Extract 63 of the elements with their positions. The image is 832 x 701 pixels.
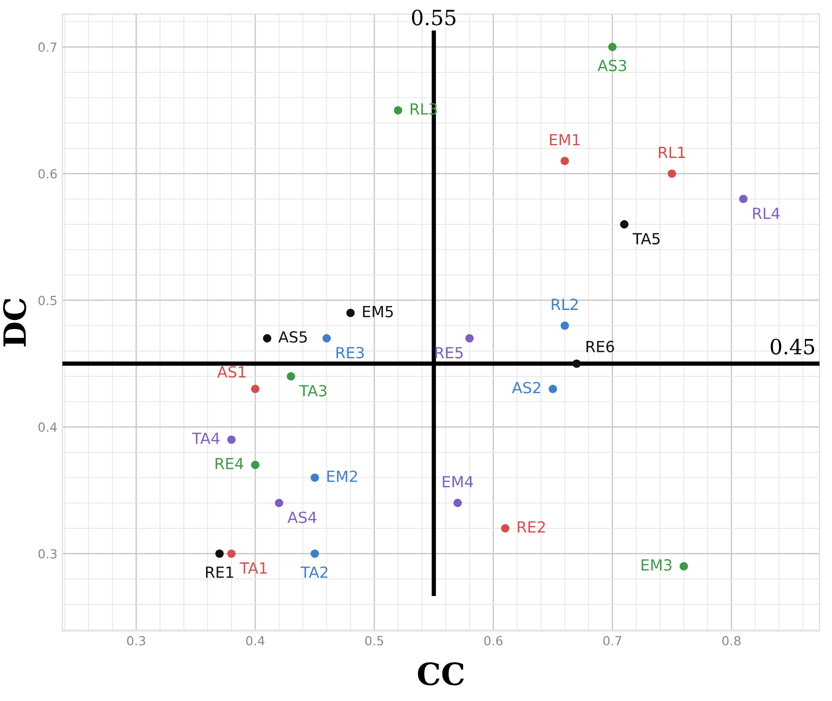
series-label: TA3 <box>299 384 326 396</box>
point <box>739 194 748 204</box>
point <box>465 334 474 342</box>
x-tick-label: 0.8 <box>722 636 741 646</box>
series-label: AS5 <box>278 331 307 343</box>
series-label: EM5 <box>363 306 393 318</box>
point <box>274 498 284 508</box>
y-tick-label: 0.5 <box>38 296 56 306</box>
x-tick-label: 0.4 <box>246 636 264 646</box>
x-axis-title: CC <box>418 662 464 686</box>
y-tick-label: 0.6 <box>38 169 57 179</box>
series-label: TA5 <box>632 233 660 244</box>
point <box>322 334 331 342</box>
series-label: RE4 <box>216 458 244 470</box>
series-label: RE2 <box>518 521 545 533</box>
x-tick-label: 0.3 <box>127 636 146 646</box>
point <box>310 473 319 482</box>
ref-line-label: 0.55 <box>412 10 456 26</box>
series-label: AS1 <box>217 366 246 378</box>
point <box>620 220 628 228</box>
point <box>560 321 569 330</box>
x-tick-label: 0.7 <box>603 636 622 646</box>
series-label: AS2 <box>512 382 540 394</box>
series-label: RE6 <box>586 340 614 352</box>
point <box>608 42 617 52</box>
point <box>560 156 569 166</box>
point <box>215 549 224 558</box>
series-label: EM1 <box>550 134 580 146</box>
series-label: EM3 <box>642 559 672 571</box>
series-label: RE3 <box>336 346 364 358</box>
point <box>394 106 402 114</box>
point <box>310 549 319 558</box>
x-tick-label: 0.5 <box>365 636 384 646</box>
series-label: EM2 <box>327 470 357 482</box>
series-label: TA4 <box>192 432 220 444</box>
series-label: AS4 <box>288 512 316 524</box>
point <box>453 498 462 508</box>
point <box>251 384 260 394</box>
point <box>680 562 688 570</box>
point <box>227 435 236 444</box>
y-axis-title: DC <box>3 298 26 346</box>
series-label: AS3 <box>598 60 626 72</box>
series-label: RL1 <box>658 146 685 158</box>
point <box>251 460 260 470</box>
point <box>668 169 676 178</box>
y-tick-label: 0.4 <box>38 422 57 432</box>
point <box>262 334 272 342</box>
point <box>548 384 558 394</box>
series-label: RE1 <box>206 566 234 578</box>
series-label: EM4 <box>442 476 474 488</box>
point <box>227 549 236 558</box>
ref-line-label: 0.45 <box>770 338 814 355</box>
point <box>346 308 355 318</box>
x-tick-label: 0.6 <box>484 636 502 646</box>
series-label: RL2 <box>552 298 578 310</box>
series-label: RL4 <box>753 208 780 219</box>
y-tick-label: 0.7 <box>38 42 56 52</box>
series-label: TA2 <box>300 566 328 578</box>
point <box>572 359 581 368</box>
series-label: TA1 <box>240 562 267 574</box>
point <box>286 372 296 380</box>
y-tick-label: 0.3 <box>38 549 57 559</box>
point <box>501 524 510 532</box>
